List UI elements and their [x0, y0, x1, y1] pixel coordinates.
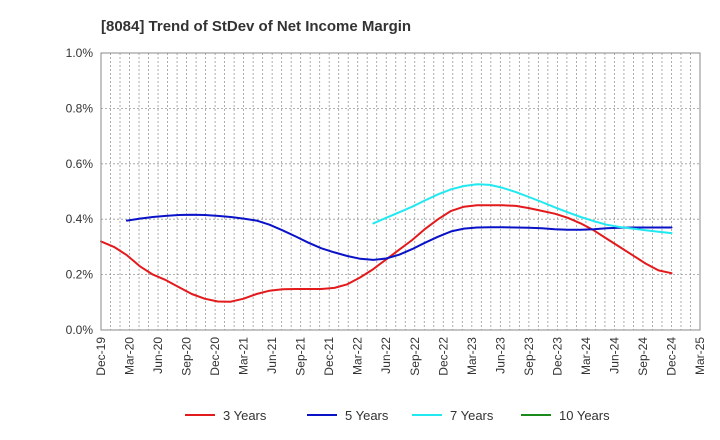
- legend: 3 Years 5 Years 7 Years 10 Years: [185, 408, 610, 423]
- x-tick-label: Jun-24: [607, 337, 621, 374]
- legend-label: 10 Years: [559, 408, 610, 423]
- y-tick-label: 0.6%: [66, 157, 94, 171]
- x-tick-label: Mar-24: [579, 337, 593, 375]
- x-tick-label: Sep-24: [636, 337, 650, 376]
- y-tick-label: 0.0%: [66, 323, 94, 337]
- x-tick-label: Dec-24: [664, 337, 678, 376]
- series-line-5-years: [125, 213, 673, 261]
- x-tick-label: Dec-23: [550, 337, 564, 376]
- legend-label: 3 Years: [223, 408, 267, 423]
- legend-label: 5 Years: [345, 408, 389, 423]
- x-tick-label: Sep-23: [522, 337, 536, 376]
- chart-title: [8084] Trend of StDev of Net Income Marg…: [101, 18, 411, 35]
- x-tick-label: Dec-19: [94, 337, 108, 376]
- x-tick-label: Jun-22: [379, 337, 393, 374]
- x-tick-label: Mar-20: [123, 337, 137, 375]
- x-tick-label: Jun-23: [493, 337, 507, 374]
- y-tick-label: 0.8%: [66, 101, 94, 115]
- y-tick-label: 0.2%: [66, 268, 94, 282]
- x-tick-label: Dec-22: [436, 337, 450, 376]
- x-tick-label: Mar-22: [351, 337, 365, 375]
- series-line-7-years: [372, 183, 673, 235]
- x-tick-label: Sep-20: [180, 337, 194, 376]
- series-layer: [100, 183, 673, 303]
- y-tick-label: 0.4%: [66, 212, 94, 226]
- axes: 0.0% 0.2% 0.4% 0.6% 0.8% 1.0% Dec-19 Mar-20 Jun-…: [66, 46, 707, 376]
- x-tick-label: Jun-20: [151, 337, 165, 374]
- plot-frame: [100, 52, 701, 331]
- x-tick-label: Dec-20: [208, 337, 222, 376]
- x-tick-label: Mar-23: [465, 337, 479, 375]
- x-tick-label: Sep-21: [294, 337, 308, 376]
- x-tick-label: Jun-21: [265, 337, 279, 374]
- y-tick-label: 1.0%: [66, 46, 94, 60]
- legend-label: 7 Years: [450, 408, 494, 423]
- x-tick-label: Dec-21: [322, 337, 336, 376]
- x-tick-label: Mar-25: [693, 337, 707, 375]
- x-tick-label: Mar-21: [237, 337, 251, 375]
- grid: [101, 53, 700, 330]
- x-tick-label: Sep-22: [408, 337, 422, 376]
